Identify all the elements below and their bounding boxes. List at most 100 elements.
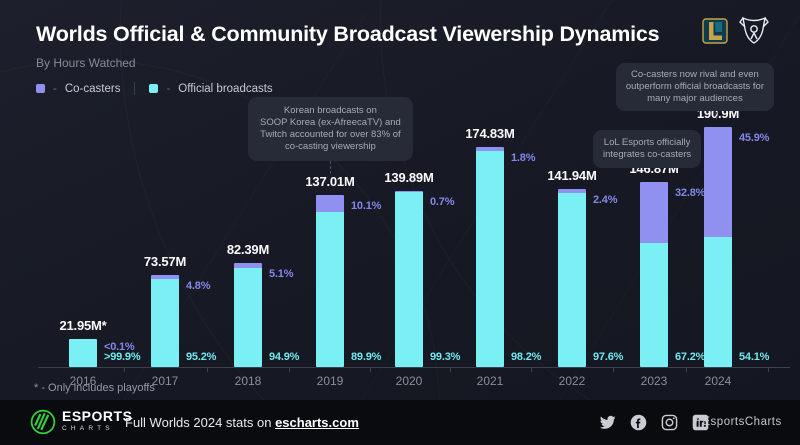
page-subtitle: By Hours Watched xyxy=(36,56,136,70)
footnote: * - Only includes playoffs xyxy=(34,382,155,394)
page-title: Worlds Official & Community Broadcast Vi… xyxy=(36,22,660,46)
official-broadcast-segment xyxy=(234,268,262,367)
annotation-connector xyxy=(330,161,331,174)
footer-stats-text: Full Worlds 2024 stats on escharts.com xyxy=(125,415,359,430)
co-casters-pct-2019: 10.1% xyxy=(351,200,382,212)
x-axis-label-2020: 2020 xyxy=(395,374,423,388)
facebook-icon[interactable] xyxy=(629,413,647,431)
bar-2024 xyxy=(704,127,732,367)
legend-item-official-broadcasts: - Official broadcasts xyxy=(149,82,273,95)
league-of-legends-icon xyxy=(702,18,728,49)
official-broadcast-segment xyxy=(558,193,586,367)
x-axis-label-2022: 2022 xyxy=(558,374,586,388)
bar-total-label-2018: 82.39M xyxy=(226,242,270,257)
x-axis-label-2023: 2023 xyxy=(640,374,668,388)
bar-total-label-2022: 141.94M xyxy=(547,168,597,183)
co-casters-segment xyxy=(151,275,179,279)
official-broadcast-segment xyxy=(476,151,504,367)
co-casters-segment xyxy=(558,189,586,193)
official-broadcast-segment xyxy=(69,339,97,367)
official-pct-2023: 67.2% xyxy=(675,351,706,363)
bar-total-label-2016: 21.95M* xyxy=(59,318,107,333)
bar-2019 xyxy=(316,195,344,367)
axis-tick xyxy=(206,368,208,372)
bar-2021 xyxy=(476,147,504,367)
x-axis-label-2021: 2021 xyxy=(476,374,504,388)
co-casters-pct-2022: 2.4% xyxy=(593,194,618,206)
legend-label: Official broadcasts xyxy=(178,82,273,95)
axis-tick xyxy=(449,368,451,372)
escharts-link[interactable]: escharts.com xyxy=(275,415,359,430)
bar-total-label-2019: 137.01M xyxy=(305,174,355,189)
axis-tick xyxy=(369,368,371,372)
bar-2016 xyxy=(69,339,97,367)
annotation-connector xyxy=(716,112,717,119)
annotation-co-casters-rival: Co-casters now rival and even outperform… xyxy=(615,63,774,111)
bar-2023 xyxy=(640,182,668,367)
co-casters-segment xyxy=(640,182,668,243)
official-pct-2016: >99.9% xyxy=(104,351,141,363)
official-pct-2017: 95.2% xyxy=(186,351,217,363)
x-axis-label-2017: 2017 xyxy=(151,374,179,388)
official-broadcast-segment xyxy=(704,237,732,367)
official-pct-2019: 89.9% xyxy=(351,351,382,363)
bar-total-label-2017: 73.57M xyxy=(143,254,187,269)
bar-2018 xyxy=(234,263,262,367)
twitter-icon[interactable] xyxy=(598,413,616,431)
official-pct-2024: 54.1% xyxy=(739,351,770,363)
x-axis-line xyxy=(38,367,790,368)
axis-tick xyxy=(768,368,769,372)
esports-charts-wordmark: ESPORTS CHARTS xyxy=(62,408,133,432)
axis-tick xyxy=(686,368,687,372)
esports-charts-logo-icon xyxy=(29,408,57,441)
x-axis-label-2024: 2024 xyxy=(704,374,732,388)
official-pct-2020: 99.3% xyxy=(430,351,461,363)
co-casters-pct-2020: 0.7% xyxy=(430,196,455,208)
instagram-icon[interactable] xyxy=(660,413,678,431)
annotation-lol-esports: LoL Esports officially integrates co-cas… xyxy=(593,130,702,168)
official-pct-2021: 98.2% xyxy=(511,351,542,363)
official-broadcasts-swatch xyxy=(149,84,159,93)
co-casters-segment xyxy=(234,263,262,268)
co-casters-pct-2017: 4.8% xyxy=(186,280,211,292)
linkedin-icon[interactable] xyxy=(691,413,709,431)
bar-2022 xyxy=(558,189,586,367)
brand-logos xyxy=(702,14,770,53)
chart-legend: - Co-casters - Official broadcasts xyxy=(36,82,273,95)
co-casters-pct-2024: 45.9% xyxy=(739,132,770,144)
co-casters-segment xyxy=(395,191,423,192)
official-pct-2022: 97.6% xyxy=(593,351,624,363)
co-casters-segment xyxy=(316,195,344,212)
co-casters-segment xyxy=(704,127,732,237)
x-axis-label-2019: 2019 xyxy=(316,374,344,388)
bar-total-label-2020: 139.89M xyxy=(384,170,434,185)
bar-total-label-2021: 174.83M xyxy=(465,126,515,141)
social-icons xyxy=(598,413,709,431)
x-axis-label-2016: 2016 xyxy=(69,374,97,388)
co-casters-swatch xyxy=(36,84,45,93)
co-casters-segment xyxy=(476,147,504,151)
co-casters-pct-2018: 5.1% xyxy=(269,268,294,280)
social-handle: / EsportsCharts xyxy=(695,416,782,428)
official-broadcast-segment xyxy=(151,279,179,367)
legend-item-co-casters: - Co-casters xyxy=(36,83,120,95)
bar-2017 xyxy=(151,275,179,367)
footer-bar: ESPORTS CHARTS Full Worlds 2024 stats on… xyxy=(0,400,800,445)
axis-tick xyxy=(289,368,290,372)
legend-label: Co-casters xyxy=(64,82,121,95)
axis-tick xyxy=(124,368,125,372)
bar-2020 xyxy=(395,191,423,367)
annotation-korean-broadcasts: Korean broadcasts on SOOP Korea (ex-Afre… xyxy=(248,97,413,161)
axis-tick xyxy=(613,368,614,372)
official-broadcast-segment xyxy=(395,192,423,367)
co-casters-pct-2016: <0.1% xyxy=(104,341,135,353)
axis-tick xyxy=(531,368,532,372)
x-axis-label-2018: 2018 xyxy=(234,374,262,388)
co-casters-pct-2021: 1.8% xyxy=(511,152,536,164)
co-casters-pct-2023: 32.8% xyxy=(675,187,706,199)
legend-divider xyxy=(134,82,136,95)
official-broadcast-segment xyxy=(316,212,344,367)
official-broadcast-segment xyxy=(640,243,668,367)
